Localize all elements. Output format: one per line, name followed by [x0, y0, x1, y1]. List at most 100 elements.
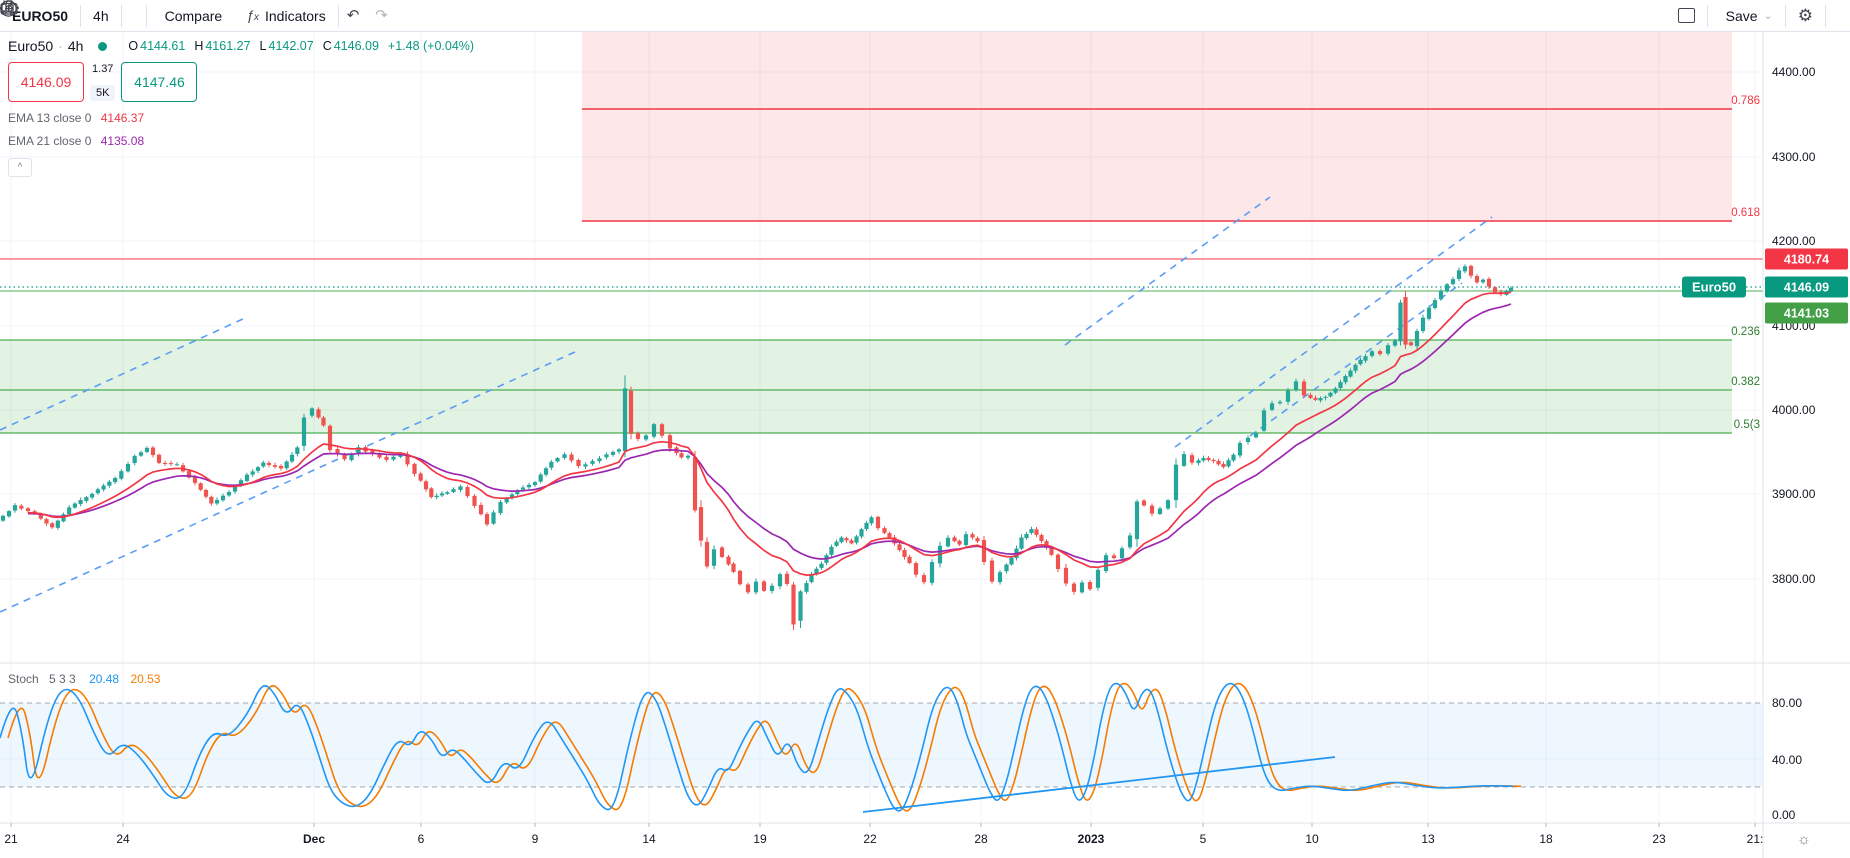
- ohlc-value: 4144.61: [140, 39, 186, 53]
- price-tick: 3900.00: [1772, 487, 1816, 501]
- ema21-value: 4135.08: [100, 134, 145, 148]
- time-label: 10: [1305, 832, 1319, 846]
- indicators-button[interactable]: ƒx Indicators: [234, 0, 338, 31]
- time-label: 24: [116, 832, 130, 846]
- sun-icon[interactable]: ☼: [1797, 831, 1811, 848]
- symbol-button[interactable]: EURO50: [0, 0, 80, 31]
- time-label: 14: [642, 832, 656, 846]
- toolbar-divider: [80, 4, 82, 27]
- legend-interval: 4h: [67, 38, 84, 54]
- price-tick: 4300.00: [1772, 150, 1816, 164]
- buy-button[interactable]: 4147.46: [121, 62, 198, 102]
- stoch-d-value: 20.53: [130, 672, 161, 686]
- sell-button[interactable]: 4146.09: [8, 62, 84, 102]
- top-toolbar: EURO50 4h Compare ƒx Indicators ↶ ↷ Save…: [0, 0, 1850, 32]
- compare-label: Compare: [164, 7, 223, 24]
- toolbar-divider: [1825, 4, 1826, 27]
- layout-icon: [1677, 8, 1695, 23]
- legend-dot-sep: ·: [58, 38, 63, 54]
- stoch-label: Stoch: [8, 672, 39, 686]
- save-label: Save: [1725, 7, 1758, 24]
- price-tick: 4200.00: [1772, 234, 1816, 248]
- interval-button[interactable]: 4h: [81, 0, 121, 31]
- time-label: Dec: [302, 832, 326, 846]
- chart-style-button[interactable]: [1, 0, 146, 31]
- ema13-legend[interactable]: EMA 13 close 0 4146.37: [8, 111, 474, 125]
- toolbar-divider: [1706, 4, 1708, 27]
- stoch-tick: 40.00: [1772, 753, 1803, 767]
- legend-symbol[interactable]: Euro50: [8, 38, 54, 54]
- ema21-label: EMA 21 close 0: [8, 134, 92, 148]
- settings-button[interactable]: ⚙: [1786, 0, 1825, 31]
- undo-button[interactable]: ↶: [339, 0, 368, 31]
- time-label: 18: [1539, 832, 1553, 846]
- time-label: 19: [753, 832, 767, 846]
- price-tag-label: 4180.74: [1765, 248, 1848, 270]
- symbol-price-tag: Euro50: [1682, 276, 1747, 298]
- stoch-legend[interactable]: Stoch 5 3 3 20.48 20.53: [8, 672, 160, 686]
- time-label: 21:: [1746, 832, 1764, 846]
- time-label: 13: [1421, 832, 1435, 846]
- undo-icon: ↶: [346, 7, 360, 24]
- ohlc-value: 4146.09: [333, 39, 379, 53]
- cloud-save-button[interactable]: Save ⌄: [0, 0, 1785, 31]
- ohlc-value: 4161.27: [205, 39, 251, 53]
- time-label: 5: [1199, 832, 1207, 846]
- toolbar-divider: [145, 4, 147, 27]
- market-status-icon: [98, 41, 108, 51]
- legend-collapse-button[interactable]: ^: [8, 158, 32, 177]
- fx-icon: ƒx: [246, 7, 259, 23]
- ohlc-value: 4142.07: [268, 39, 314, 53]
- ema21-legend[interactable]: EMA 21 close 0 4135.08: [8, 134, 474, 148]
- ohlc-label: H: [194, 39, 204, 53]
- buy-price: 4147.46: [134, 74, 185, 90]
- chart-legend: Euro50 · 4h O 4144.61 H 4161.27 L 4142.07 C 414…: [8, 38, 474, 177]
- redo-button[interactable]: ↷: [367, 0, 396, 31]
- redo-icon: ↷: [375, 7, 388, 24]
- layout-button[interactable]: [1666, 0, 1707, 31]
- ema13-value: 4146.37: [100, 111, 145, 125]
- buy-sell-widget: 4146.09 1.37 5K 4147.46: [8, 62, 474, 102]
- ohlc-label: L: [259, 39, 267, 53]
- price-tick: 4400.00: [1772, 65, 1816, 79]
- lot-size-chip[interactable]: 5K: [90, 85, 116, 101]
- spread-value: 1.37: [92, 63, 114, 75]
- stoch-tick: 80.00: [1772, 696, 1803, 710]
- price-tag-label: 4146.09: [1765, 276, 1848, 298]
- fib-level-label: 0.786: [1731, 95, 1760, 107]
- chevron-up-icon: ^: [17, 162, 23, 173]
- toolbar-right-group: Save ⌄ ⚙: [0, 0, 1850, 31]
- toolbar-divider: [337, 4, 339, 27]
- fib-level-label: 0.618: [1731, 207, 1760, 219]
- time-label: 6: [417, 832, 425, 846]
- chevron-down-icon: ⌄: [1763, 10, 1773, 22]
- price-tick: 4000.00: [1772, 403, 1816, 417]
- spread-info: 1.37 5K: [84, 62, 121, 102]
- time-label: 9: [531, 832, 539, 846]
- stoch-tick: 0.00: [1772, 808, 1796, 822]
- toolbar-divider: [1784, 4, 1786, 27]
- time-label: 23: [1652, 832, 1666, 846]
- ema13-label: EMA 13 close 0: [8, 111, 92, 125]
- ohlc-label: C: [322, 39, 332, 53]
- time-label: 2023: [1077, 832, 1105, 846]
- fib-level-label: 0.5(3: [1733, 419, 1760, 431]
- ohlc-label: O: [128, 39, 139, 53]
- time-label: 28: [974, 832, 988, 846]
- change-value: +1.48 (+0.04%): [387, 39, 475, 53]
- toolbar-divider: [120, 4, 122, 27]
- ohlc-values: O 4144.61 H 4161.27 L 4142.07 C 4146.09 +1.48 (+…: [128, 39, 474, 53]
- price-tick: 3800.00: [1772, 572, 1816, 586]
- fib-level-label: 0.382: [1731, 376, 1760, 388]
- interval-label: 4h: [93, 7, 109, 24]
- stoch-params: 5 3 3: [49, 672, 76, 686]
- compare-button[interactable]: Compare: [0, 0, 235, 31]
- stoch-k-value: 20.48: [89, 672, 120, 686]
- price-tag-label: 4141.03: [1765, 302, 1848, 324]
- fib-level-label: 0.236: [1731, 326, 1760, 338]
- sell-price: 4146.09: [20, 74, 72, 90]
- snapshot-button[interactable]: [0, 0, 1850, 31]
- indicators-label: Indicators: [265, 7, 326, 24]
